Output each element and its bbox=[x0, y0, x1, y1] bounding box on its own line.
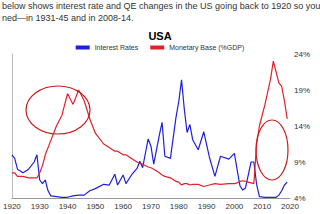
svg-text:2000: 2000 bbox=[225, 202, 243, 211]
svg-text:ned—in 1931-45 and in 2008-14.: ned—in 1931-45 and in 2008-14. bbox=[2, 13, 134, 23]
svg-text:2020: 2020 bbox=[281, 202, 299, 211]
svg-text:Monetary Base (%GDP): Monetary Base (%GDP) bbox=[169, 44, 244, 52]
svg-text:USA: USA bbox=[148, 30, 171, 42]
svg-text:1990: 1990 bbox=[198, 202, 216, 211]
svg-text:2010: 2010 bbox=[253, 202, 271, 211]
svg-text:1940: 1940 bbox=[59, 202, 77, 211]
svg-text:24%: 24% bbox=[294, 50, 310, 59]
svg-text:below shows interest rate and: below shows interest rate and QE changes… bbox=[2, 1, 320, 11]
svg-text:19%: 19% bbox=[294, 86, 310, 95]
svg-text:1930: 1930 bbox=[31, 202, 49, 211]
svg-text:1980: 1980 bbox=[170, 202, 188, 211]
svg-text:1950: 1950 bbox=[86, 202, 104, 211]
svg-text:4%: 4% bbox=[294, 193, 306, 203]
svg-text:Interest Rates: Interest Rates bbox=[95, 44, 139, 51]
svg-text:1960: 1960 bbox=[114, 202, 132, 211]
svg-text:14%: 14% bbox=[294, 122, 310, 131]
svg-text:9%: 9% bbox=[294, 158, 306, 167]
svg-text:1920: 1920 bbox=[3, 202, 21, 211]
svg-text:1970: 1970 bbox=[142, 202, 160, 211]
